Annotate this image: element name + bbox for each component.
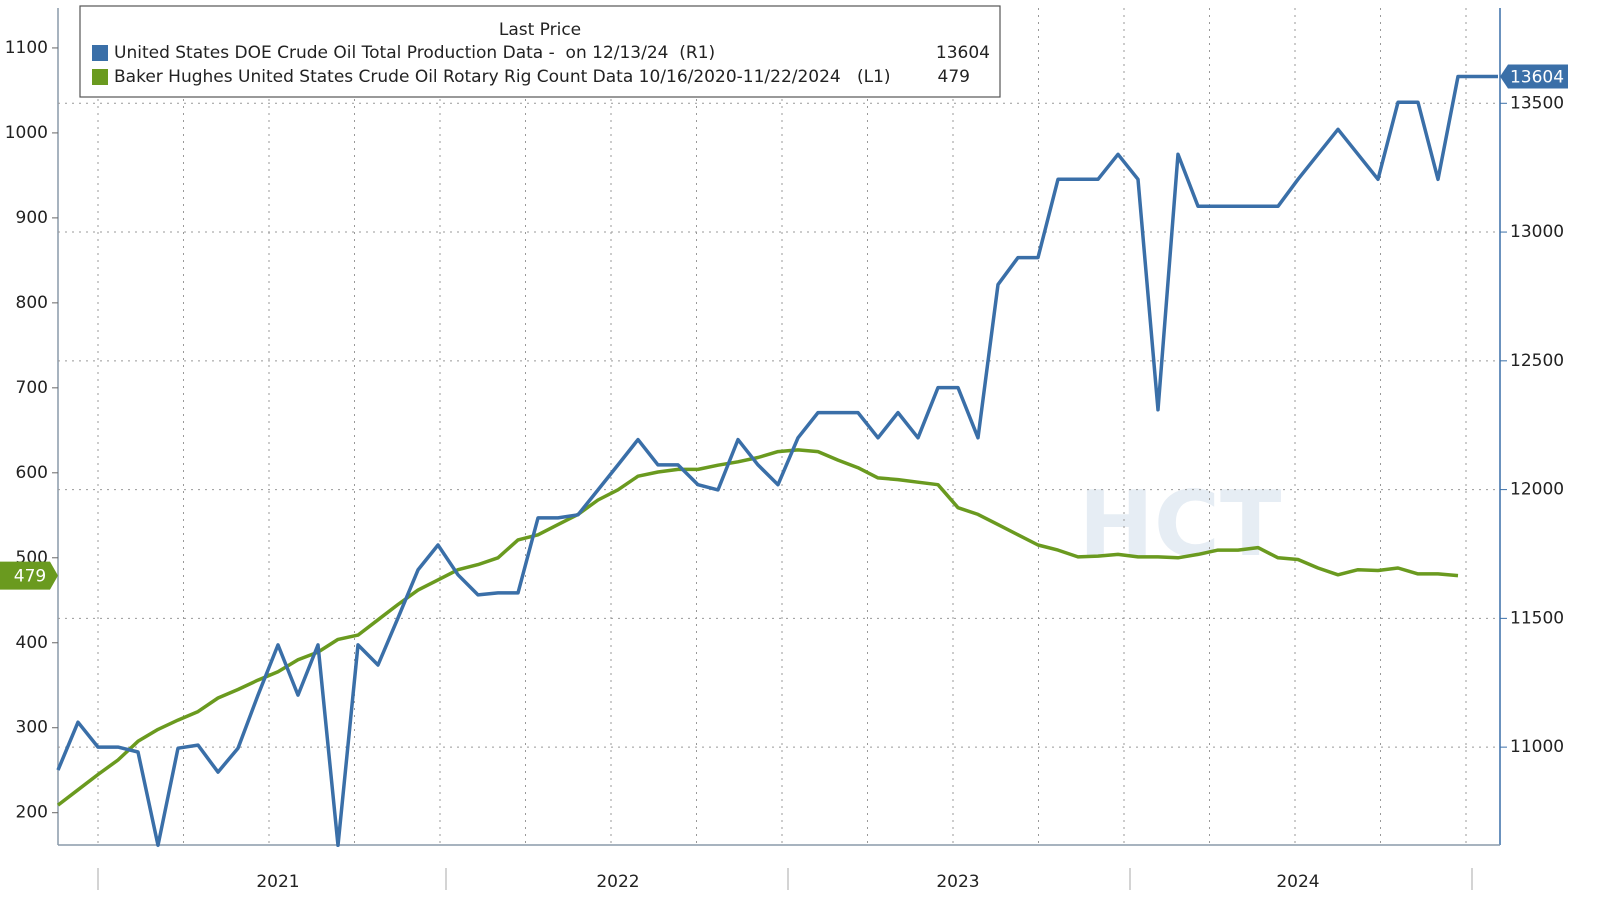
last-value-badge: [0, 561, 58, 590]
y2-tick-label: 13000: [1510, 222, 1564, 242]
last-value-label: 479: [14, 567, 46, 587]
x-tick-label: 2024: [1276, 872, 1319, 892]
legend-swatch: [92, 69, 108, 85]
y2-tick-label: 13500: [1510, 93, 1564, 113]
y-tick-label: 300: [16, 718, 48, 738]
series-line: [56, 74, 1498, 848]
y2-tick-label: 11500: [1510, 608, 1564, 628]
legend: Last Price United States DOE Crude Oil To…: [79, 5, 1001, 98]
last-value-label: 13604: [1510, 68, 1564, 88]
y2-tick-label: 12000: [1510, 480, 1564, 500]
legend-label: Baker Hughes United States Crude Oil Rot…: [114, 67, 891, 87]
y2-tick-label: 12500: [1510, 351, 1564, 371]
legend-swatch: [92, 45, 108, 61]
x-tick-label: 2021: [256, 872, 299, 892]
y-tick-label: 600: [16, 463, 48, 483]
legend-value: 13604: [936, 43, 990, 63]
x-tick-label: 2022: [596, 872, 639, 892]
legend-value: 479: [938, 67, 970, 87]
legend-box: [79, 5, 1001, 98]
y-tick-label: 200: [16, 803, 48, 823]
y-tick-label: 400: [16, 633, 48, 653]
y-tick-label: 700: [16, 378, 48, 398]
y-tick-label: 800: [16, 293, 48, 313]
y-tick-label: 900: [16, 208, 48, 228]
legend-title: Last Price: [499, 20, 581, 40]
x-tick-label: 2023: [936, 872, 979, 892]
watermark: HCT: [1079, 472, 1282, 577]
y2-tick-label: 11000: [1510, 737, 1564, 757]
series-line: [56, 448, 1459, 807]
y-tick-label: 1100: [5, 38, 48, 58]
legend-label: United States DOE Crude Oil Total Produc…: [114, 43, 715, 63]
y-tick-label: 1000: [5, 123, 48, 143]
last-value-badge: [1500, 64, 1568, 89]
